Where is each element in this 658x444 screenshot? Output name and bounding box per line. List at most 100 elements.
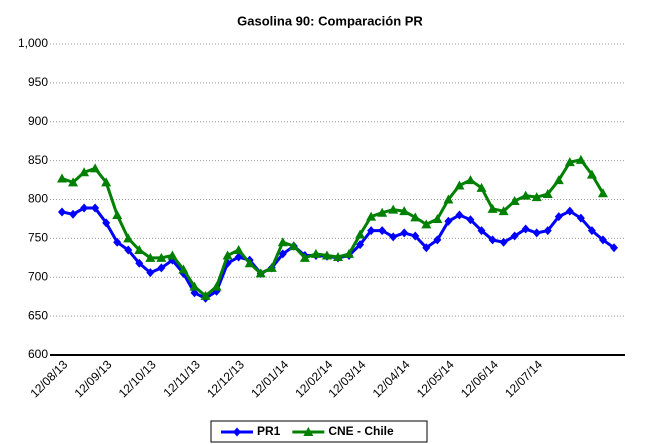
x-tick-label: 12/04/14 (370, 357, 413, 400)
point (69, 209, 78, 219)
y-tick-label: 1,000 (18, 36, 48, 50)
point (466, 215, 475, 225)
y-tick-label: 950 (28, 75, 48, 89)
series-line (61, 158, 605, 298)
point (487, 203, 498, 213)
point (498, 206, 509, 216)
point (587, 226, 596, 236)
point (255, 268, 266, 278)
point (146, 268, 155, 278)
point (389, 232, 398, 242)
point (211, 281, 222, 291)
point (476, 182, 487, 192)
x-tick-label: 12/09/13 (72, 357, 115, 400)
point (576, 213, 585, 223)
point (310, 248, 321, 258)
point (553, 175, 564, 185)
point (135, 258, 144, 268)
x-tick-label: 12/03/14 (326, 357, 369, 400)
point (244, 258, 255, 268)
point (80, 203, 89, 213)
point (543, 226, 552, 236)
x-tick-label: 12/07/14 (502, 357, 545, 400)
point (378, 226, 387, 236)
point (443, 194, 454, 204)
point (124, 245, 133, 255)
point (554, 212, 563, 222)
y-tick-label: 800 (28, 192, 48, 206)
point (455, 210, 464, 220)
point (542, 189, 553, 199)
point (68, 177, 79, 187)
point (510, 231, 519, 241)
point (477, 226, 486, 236)
point (356, 240, 365, 250)
point (499, 237, 508, 247)
point (277, 237, 288, 247)
point (433, 235, 442, 245)
point (377, 207, 388, 217)
point (564, 157, 575, 167)
point (586, 169, 597, 179)
point (575, 154, 586, 164)
legend-label: PR1 (257, 424, 281, 438)
point (101, 177, 112, 187)
legend-marker (303, 427, 314, 436)
point (112, 210, 123, 220)
x-tick-label: 12/08/13 (27, 357, 70, 400)
point (388, 204, 399, 214)
point (565, 206, 574, 216)
point (465, 175, 476, 185)
point (399, 206, 410, 216)
point (233, 245, 244, 255)
point (278, 249, 287, 259)
x-tick-label: 12/06/14 (458, 357, 501, 400)
point (488, 235, 497, 245)
point (113, 237, 122, 247)
point (344, 248, 355, 258)
point (531, 192, 542, 202)
point (90, 163, 101, 173)
point (167, 250, 178, 260)
legend-label: CNE - Chile (328, 424, 394, 438)
point (234, 252, 243, 262)
point (222, 250, 233, 260)
y-tick-label: 900 (28, 114, 48, 128)
point (134, 245, 145, 255)
point (509, 196, 520, 206)
point (597, 188, 608, 198)
x-tick-label: 12/12/13 (204, 357, 247, 400)
point (58, 207, 66, 217)
point (598, 235, 607, 245)
point (299, 252, 310, 262)
point (400, 228, 409, 238)
y-tick-label: 750 (28, 231, 48, 245)
x-tick-label: 12/01/14 (248, 357, 291, 400)
point (321, 250, 332, 260)
point (266, 262, 277, 272)
point (57, 173, 67, 183)
point (520, 190, 531, 200)
point (156, 252, 167, 262)
point (411, 231, 420, 241)
point (123, 233, 134, 243)
point (168, 255, 177, 265)
point (422, 243, 431, 253)
point (79, 167, 90, 177)
point (355, 229, 366, 239)
point (367, 226, 376, 236)
point (189, 281, 200, 291)
point (157, 263, 166, 273)
point (454, 180, 465, 190)
point (366, 211, 377, 221)
point (521, 224, 530, 234)
point (444, 216, 453, 226)
chart-title: Gasolina 90: Comparación PR (237, 13, 423, 28)
x-tick-label: 12/10/13 (116, 357, 159, 400)
legend-marker (233, 427, 241, 437)
point (432, 213, 443, 223)
y-tick-label: 700 (28, 269, 48, 283)
x-tick-label: 12/11/13 (161, 357, 204, 400)
point (410, 212, 421, 222)
